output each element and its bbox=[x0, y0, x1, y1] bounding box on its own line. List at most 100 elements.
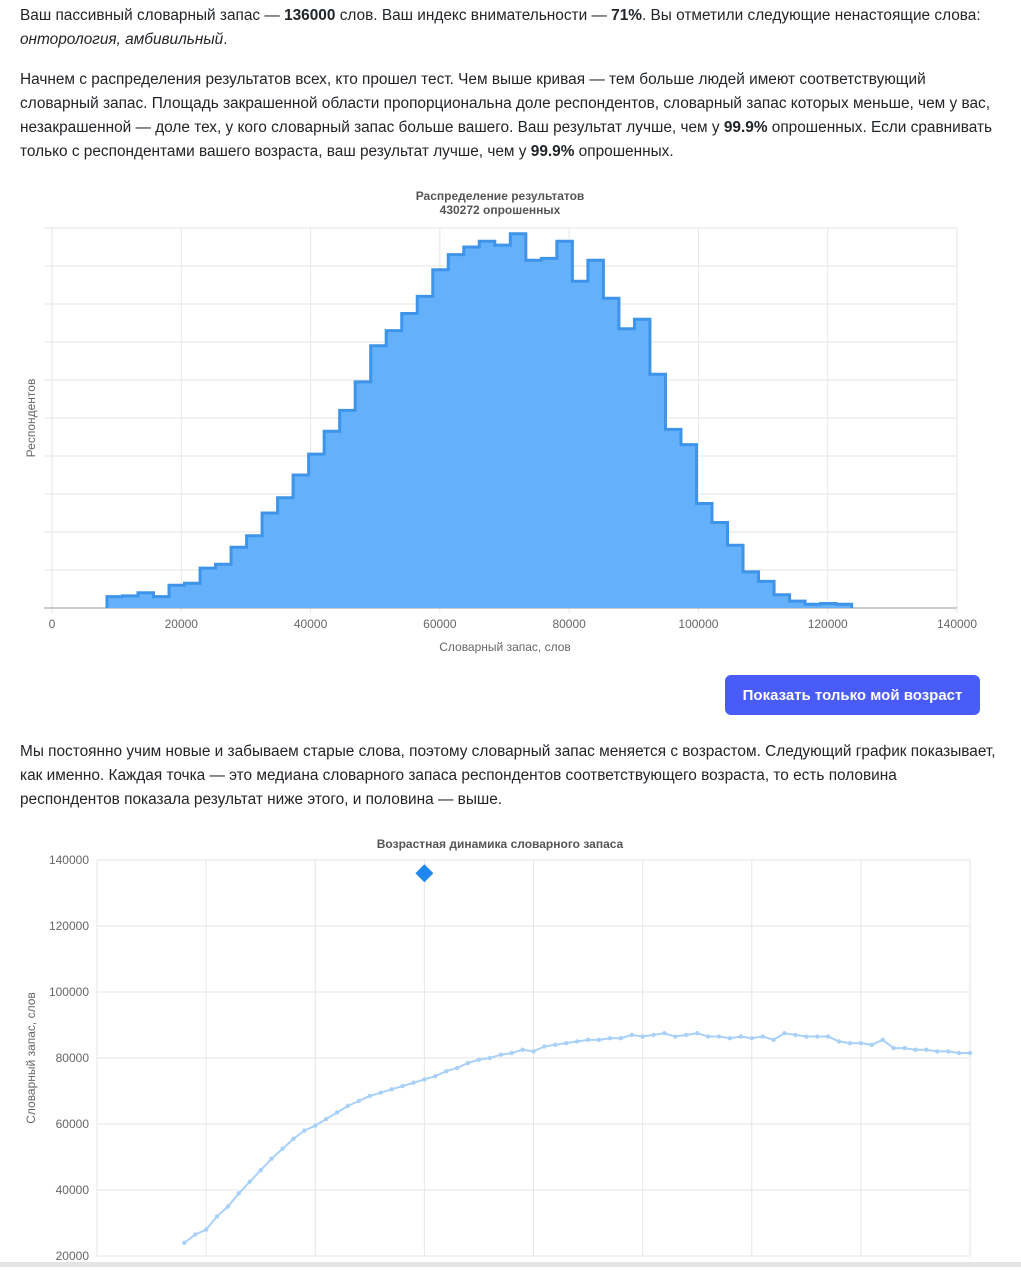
median-point bbox=[465, 1060, 471, 1066]
histogram-bin bbox=[309, 454, 325, 608]
median-point bbox=[967, 1050, 973, 1056]
histogram-bin bbox=[231, 547, 247, 608]
histogram-bin bbox=[448, 255, 464, 608]
median-point bbox=[367, 1093, 373, 1099]
median-point bbox=[400, 1083, 405, 1089]
histogram-bin bbox=[340, 410, 356, 608]
histogram-bin bbox=[650, 374, 666, 608]
histogram-bin bbox=[572, 281, 588, 608]
histogram-bin bbox=[433, 270, 449, 608]
histogram-bin bbox=[619, 329, 635, 608]
histogram-bin bbox=[634, 319, 650, 608]
user-result-marker bbox=[415, 864, 434, 883]
histogram-bin bbox=[603, 298, 619, 608]
median-point bbox=[694, 1031, 700, 1036]
x-axis-ticks: 0 20000 40000 60000 80000 100000 120000 140000 bbox=[49, 617, 978, 631]
median-point bbox=[924, 1047, 929, 1052]
histogram-bin bbox=[262, 513, 278, 608]
median-point bbox=[323, 1116, 329, 1122]
histogram-bin bbox=[495, 245, 511, 608]
histogram-bin bbox=[122, 596, 138, 608]
histogram-bin bbox=[588, 260, 604, 608]
histogram-bin bbox=[386, 331, 402, 608]
median-point bbox=[596, 1037, 602, 1043]
median-point bbox=[847, 1040, 853, 1046]
histogram-bin bbox=[247, 536, 263, 608]
chart-title: Распределение результатов bbox=[416, 189, 585, 203]
median-point bbox=[716, 1034, 722, 1039]
histogram-bin bbox=[541, 258, 557, 608]
histogram-bin bbox=[324, 431, 340, 608]
y-tick-label: 140000 bbox=[49, 853, 89, 867]
vocab-value: 136000 bbox=[284, 7, 336, 24]
median-point bbox=[891, 1045, 896, 1051]
median-point bbox=[749, 1036, 754, 1041]
attention-value: 71% bbox=[611, 7, 642, 24]
histogram-bin bbox=[417, 296, 433, 608]
median-point bbox=[836, 1039, 842, 1044]
histogram-bin bbox=[278, 498, 294, 608]
x-tick-label: 80000 bbox=[552, 617, 586, 631]
median-point bbox=[727, 1036, 733, 1041]
y-tick-label: 100000 bbox=[49, 985, 89, 999]
y-tick-label: 40000 bbox=[56, 1183, 90, 1197]
median-point bbox=[509, 1050, 514, 1056]
histogram-outline bbox=[105, 232, 854, 608]
median-point bbox=[880, 1037, 885, 1043]
median-point bbox=[520, 1047, 525, 1052]
x-tick-label: 140000 bbox=[937, 617, 977, 631]
median-point bbox=[640, 1034, 645, 1039]
histogram-bin bbox=[774, 595, 790, 608]
median-point bbox=[214, 1214, 220, 1219]
median-point bbox=[673, 1034, 678, 1039]
y-tick-label: 120000 bbox=[49, 919, 89, 933]
median-point bbox=[334, 1110, 340, 1115]
histogram-bin bbox=[526, 260, 542, 608]
median-point bbox=[313, 1123, 318, 1128]
distribution-chart: Распределение результатов 430272 опрошен… bbox=[24, 189, 978, 654]
result-summary: Ваш пассивный словарный запас — 136000 с… bbox=[20, 7, 981, 48]
y-tick-label: 60000 bbox=[56, 1117, 90, 1131]
histogram-bin bbox=[805, 604, 821, 608]
median-point bbox=[738, 1034, 744, 1039]
median-point bbox=[454, 1065, 460, 1071]
median-point bbox=[935, 1049, 940, 1054]
median-point bbox=[247, 1179, 252, 1184]
percentile-all: 99.9% bbox=[723, 119, 768, 136]
median-point bbox=[422, 1077, 427, 1082]
x-tick-label: 60000 bbox=[423, 617, 457, 631]
median-point bbox=[487, 1055, 493, 1061]
median-point bbox=[607, 1036, 613, 1041]
histogram-bin bbox=[821, 603, 837, 608]
chart-grid bbox=[96, 859, 971, 1257]
y-axis-label: Респондентов bbox=[24, 379, 38, 458]
histogram-bin bbox=[743, 572, 759, 608]
chart-title: Возрастная динамика словарного запаса bbox=[377, 837, 624, 851]
median-line bbox=[183, 1032, 970, 1244]
histogram-bin bbox=[138, 593, 154, 608]
median-point bbox=[225, 1204, 231, 1209]
median-point bbox=[378, 1090, 383, 1095]
histogram-bin bbox=[681, 445, 697, 608]
scrollbar-track[interactable] bbox=[0, 1262, 1021, 1267]
show-my-age-button[interactable]: Показать только мой возраст bbox=[725, 675, 980, 715]
histogram-bin bbox=[464, 247, 480, 608]
median-point bbox=[498, 1052, 503, 1057]
histogram-bin bbox=[293, 475, 309, 608]
histogram-bin bbox=[479, 241, 495, 608]
median-point bbox=[444, 1069, 449, 1074]
median-point bbox=[291, 1136, 296, 1142]
histogram-bin bbox=[728, 545, 744, 608]
median-point bbox=[804, 1034, 809, 1039]
median-point bbox=[356, 1098, 362, 1104]
median-point bbox=[782, 1031, 787, 1036]
chart-plot bbox=[182, 864, 973, 1245]
median-point bbox=[531, 1049, 536, 1054]
histogram-area bbox=[106, 233, 852, 608]
median-point bbox=[389, 1087, 394, 1092]
median-point bbox=[203, 1227, 209, 1232]
median-point bbox=[193, 1232, 198, 1237]
histogram-bin bbox=[185, 583, 201, 608]
median-point bbox=[629, 1032, 634, 1038]
histogram-bin bbox=[790, 601, 806, 608]
